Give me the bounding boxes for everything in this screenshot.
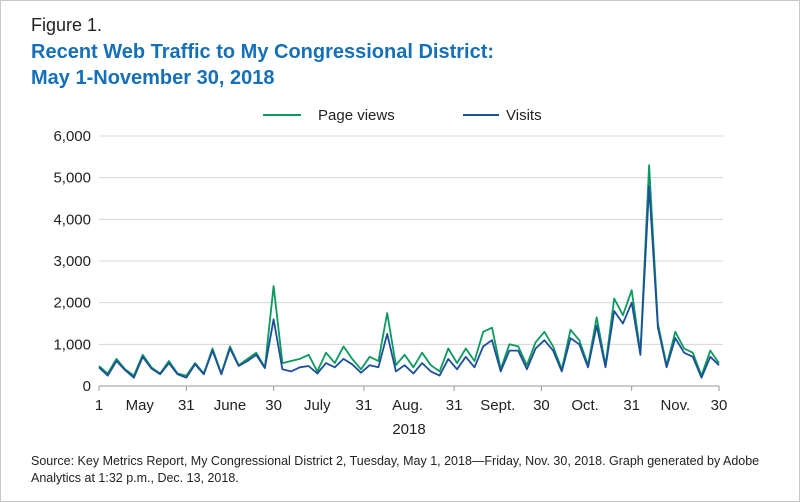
x-axis-label: 2018 [392,421,425,438]
title-line-2: May 1-November 30, 2018 [31,67,275,89]
y-tick-label: 0 [83,378,91,395]
legend-label-visits: Visits [506,107,542,124]
series-line-visits [98,185,720,379]
x-tick-label: 31 [446,397,463,414]
chart-title: Recent Web Traffic to My Congressional D… [31,39,494,91]
x-tick-label: 31 [356,397,373,414]
y-tick-label: 4,000 [53,211,91,228]
x-tick-label: 31 [178,397,195,414]
x-tick-label: 30 [533,397,550,414]
legend-label-page-views: Page views [318,107,395,124]
x-tick-label: Aug. [392,397,423,414]
x-tick-label: July [304,397,331,414]
figure-label: Figure 1. [31,15,103,35]
legend: Page views Visits [263,107,542,124]
x-tick-label: Sept. [480,397,515,414]
y-tick-label: 2,000 [53,295,91,312]
line-chart: Page views Visits 0 1,000 2,000 3,000 4,000 5… [53,107,728,438]
x-tick-label: 30 [711,397,728,414]
title-line-1: Recent Web Traffic to My Congressional D… [31,41,495,63]
y-tick-label: 3,000 [53,253,91,270]
x-tick-label: May [126,397,155,414]
y-tick-label: 1,000 [53,336,91,353]
y-tick-label: 6,000 [53,128,91,145]
source-note: Source: Key Metrics Report, My Congressi… [31,454,760,485]
x-tick-label: Nov. [660,397,690,414]
x-tick-label: 30 [265,397,282,414]
x-tick-label: 31 [623,397,640,414]
x-tick-label: Oct. [571,397,599,414]
x-tick-label: 1 [95,397,103,414]
x-tick-label: June [214,397,247,414]
y-tick-label: 5,000 [53,170,91,187]
